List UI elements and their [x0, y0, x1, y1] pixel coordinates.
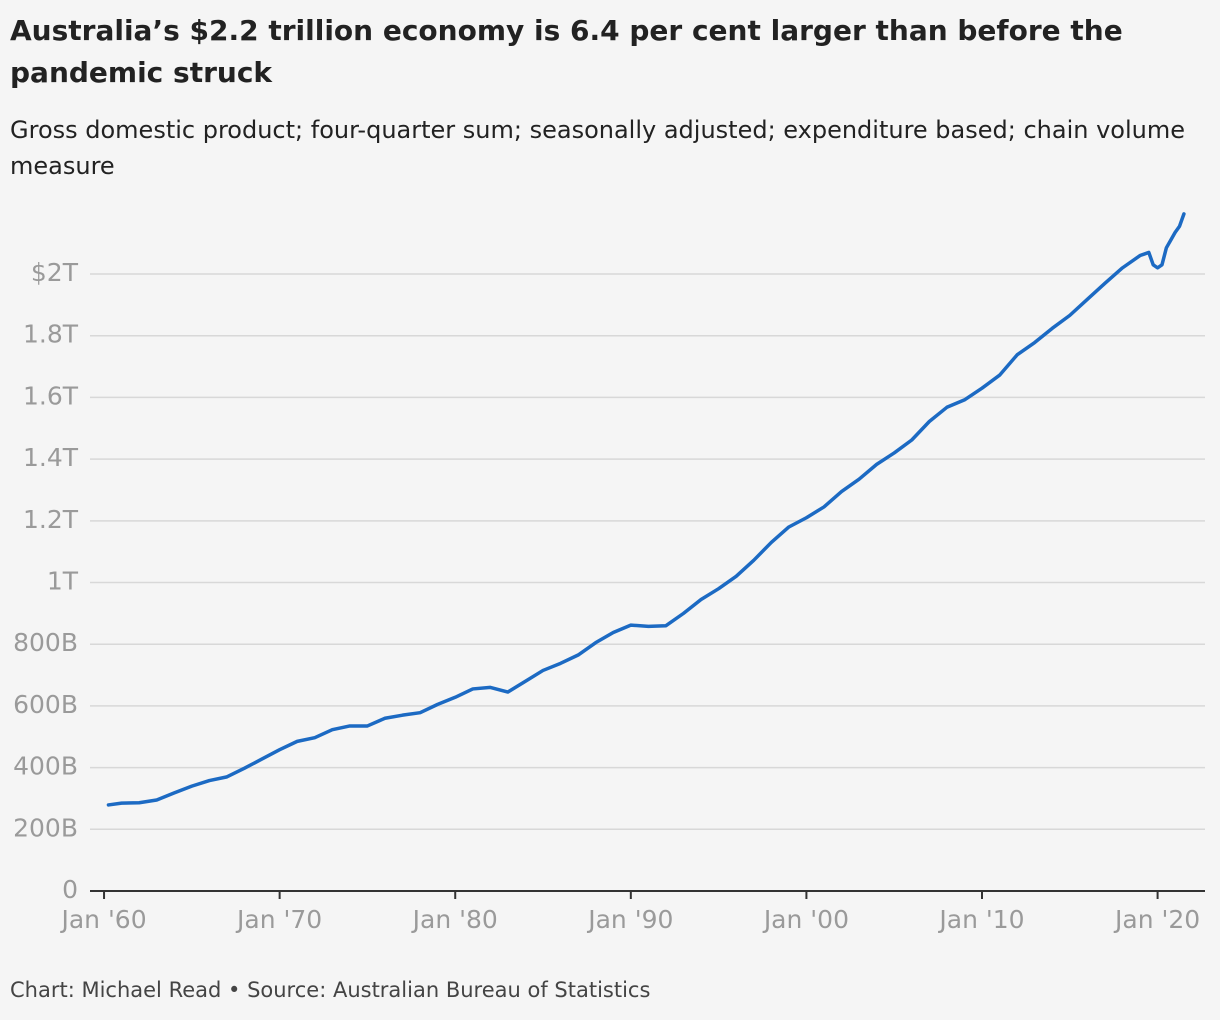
chart-footer: Chart: Michael Read • Source: Australian…	[10, 978, 651, 1002]
y-tick-label: 1.8T	[23, 320, 79, 349]
x-tick-label: Jan '10	[937, 905, 1024, 934]
x-tick-label: Jan '70	[235, 905, 322, 934]
x-tick-label: Jan '90	[586, 905, 673, 934]
chart-title: Australia’s $2.2 trillion economy is 6.4…	[10, 14, 1123, 89]
y-tick-label: 400B	[13, 752, 78, 781]
y-tick-label: $2T	[31, 258, 79, 287]
y-tick-label: 1.4T	[23, 443, 79, 472]
y-tick-label: 200B	[13, 813, 78, 842]
y-tick-label: 800B	[13, 628, 78, 657]
y-tick-label: 1T	[47, 567, 79, 596]
x-tick-label: Jan '00	[762, 905, 849, 934]
x-tick-label: Jan '60	[59, 905, 146, 934]
y-tick-label: 1.6T	[23, 381, 79, 410]
chart-subtitle: Gross domestic product; four-quarter sum…	[10, 116, 1185, 180]
x-tick-label: Jan '20	[1113, 905, 1200, 934]
y-tick-label: 0	[62, 875, 78, 904]
y-tick-label: 600B	[13, 690, 78, 719]
data-line	[106, 212, 1186, 807]
x-tick-label: Jan '80	[411, 905, 498, 934]
y-tick-label: 1.2T	[23, 505, 79, 534]
